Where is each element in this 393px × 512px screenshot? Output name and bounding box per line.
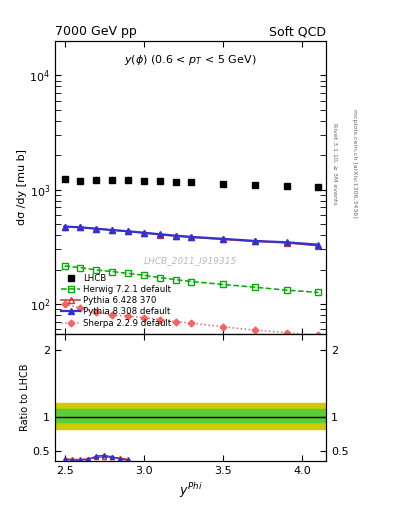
Legend: LHCB, Herwig 7.2.1 default, Pythia 6.428 370, Pythia 8.308 default, Sherpa 2.2.9: LHCB, Herwig 7.2.1 default, Pythia 6.428… — [59, 272, 173, 329]
Text: Soft QCD: Soft QCD — [269, 26, 326, 38]
Y-axis label: dσ /dy [mu b]: dσ /dy [mu b] — [17, 150, 27, 225]
X-axis label: $y^{Phi}$: $y^{Phi}$ — [179, 481, 202, 500]
Text: 7000 GeV pp: 7000 GeV pp — [55, 26, 137, 38]
Text: mcplots.cern.ch [arXiv:1306.3436]: mcplots.cern.ch [arXiv:1306.3436] — [352, 110, 357, 218]
Y-axis label: Ratio to LHCB: Ratio to LHCB — [20, 364, 30, 431]
Text: $y(\phi)$ (0.6 < $p_T$ < 5 GeV): $y(\phi)$ (0.6 < $p_T$ < 5 GeV) — [124, 53, 257, 67]
Text: LHCB_2011_I919315: LHCB_2011_I919315 — [144, 256, 237, 265]
Text: Rivet 3.1.10, ≥ 3M events: Rivet 3.1.10, ≥ 3M events — [332, 123, 337, 205]
